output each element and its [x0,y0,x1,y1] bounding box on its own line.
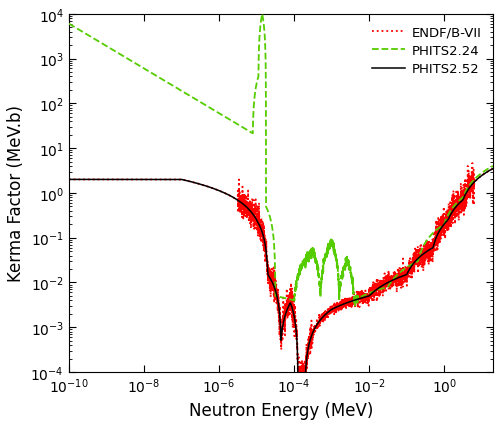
Line: PHITS2.24: PHITS2.24 [69,15,493,306]
PHITS2.24 [382,285,388,291]
ENDF/B-VII [320,314,326,319]
PHITS2.24 [66,22,72,27]
ENDF/B-VII [470,161,476,166]
PHITS2.24 [415,259,421,264]
ENDF/B-VII [414,250,420,255]
PHITS2.24 [342,265,348,270]
PHITS2.52 [342,301,348,306]
ENDF/B-VII [382,276,388,281]
X-axis label: Neutron Energy (MeV): Neutron Energy (MeV) [189,401,373,419]
PHITS2.24 [143,68,149,73]
Line: ENDF/B-VII: ENDF/B-VII [69,164,493,386]
PHITS2.52 [382,282,388,287]
PHITS2.52 [66,178,72,183]
PHITS2.24 [320,263,326,268]
PHITS2.52 [320,314,326,320]
Legend: ENDF/B-VII, PHITS2.24, PHITS2.52: ENDF/B-VII, PHITS2.24, PHITS2.52 [366,21,486,81]
PHITS2.24 [259,12,265,17]
ENDF/B-VII [490,167,496,172]
PHITS2.52 [228,194,234,199]
ENDF/B-VII [66,178,72,183]
ENDF/B-VII [228,194,234,199]
ENDF/B-VII [342,302,348,308]
Line: PHITS2.52: PHITS2.52 [69,169,493,377]
PHITS2.24 [228,118,234,124]
Y-axis label: Kerma Factor (MeV.b): Kerma Factor (MeV.b) [7,105,25,282]
PHITS2.52 [143,178,149,183]
ENDF/B-VII [295,383,301,388]
PHITS2.52 [414,256,420,262]
PHITS2.24 [352,303,358,308]
ENDF/B-VII [143,178,149,183]
PHITS2.52 [295,374,301,379]
PHITS2.52 [490,167,496,172]
PHITS2.24 [490,164,496,169]
